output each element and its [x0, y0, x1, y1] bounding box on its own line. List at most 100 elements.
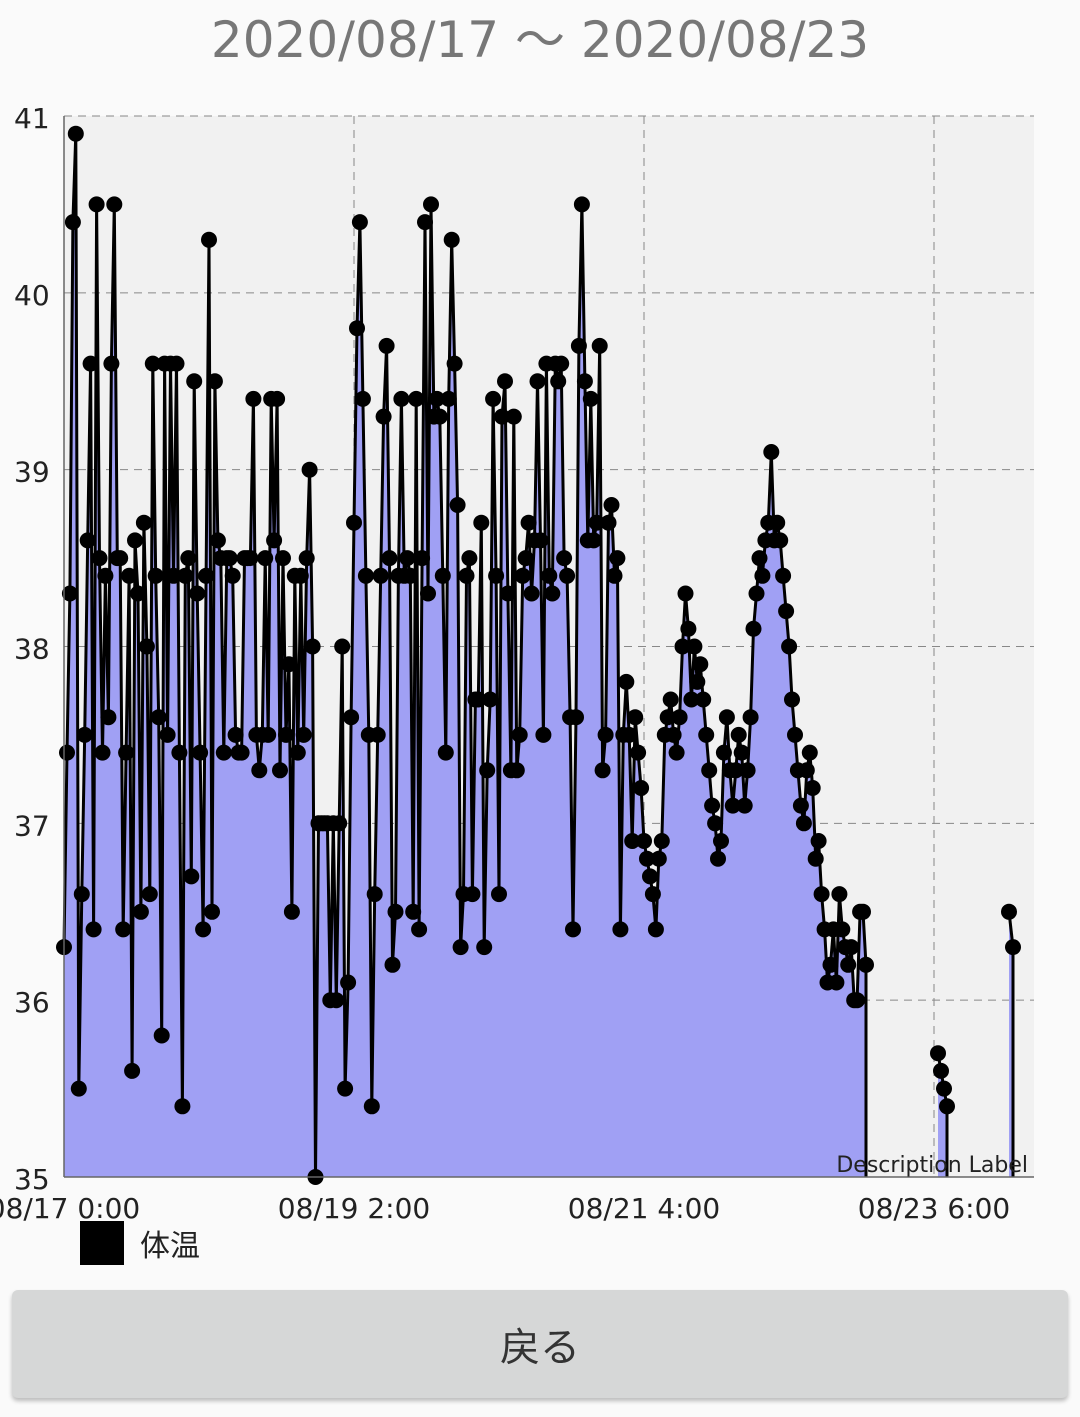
- data-point: [189, 585, 206, 602]
- data-point: [733, 744, 750, 761]
- data-point: [834, 921, 851, 938]
- data-point: [781, 638, 798, 655]
- data-point: [461, 550, 478, 567]
- y-tick-label: 35: [14, 1163, 50, 1196]
- data-point: [639, 850, 655, 867]
- data-point: [499, 585, 516, 602]
- data-point: [245, 390, 262, 407]
- data-point: [177, 567, 194, 584]
- data-point: [659, 709, 676, 726]
- data-point: [106, 196, 123, 213]
- data-point: [183, 868, 200, 885]
- data-point: [399, 550, 416, 567]
- data-point: [124, 1062, 141, 1079]
- data-point: [801, 744, 818, 761]
- data-point: [130, 585, 146, 602]
- data-point: [171, 744, 188, 761]
- data-point: [804, 780, 821, 796]
- data-point: [428, 390, 445, 407]
- data-point: [933, 1062, 949, 1079]
- x-tick-label: 08/17 0:00: [0, 1192, 140, 1225]
- data-point: [778, 603, 795, 620]
- data-point: [686, 638, 703, 655]
- data-point: [221, 550, 238, 567]
- data-point: [434, 567, 451, 584]
- data-point: [88, 196, 105, 213]
- data-point: [724, 797, 741, 814]
- data-point: [843, 939, 860, 956]
- data-point: [597, 726, 614, 743]
- data-point: [278, 726, 294, 743]
- data-point: [692, 656, 709, 673]
- data-point: [82, 355, 99, 372]
- data-point: [227, 726, 244, 743]
- data-point: [858, 956, 874, 973]
- back-button[interactable]: 戻る: [12, 1290, 1068, 1398]
- data-point: [100, 709, 117, 726]
- data-point: [718, 709, 735, 726]
- data-point: [588, 514, 605, 531]
- data-point: [798, 762, 815, 779]
- data-point: [328, 992, 345, 1009]
- data-point: [665, 726, 682, 743]
- data-point: [402, 567, 419, 584]
- data-point: [508, 762, 525, 779]
- data-point: [384, 956, 401, 973]
- data-point: [523, 585, 540, 602]
- data-point: [600, 514, 617, 531]
- data-point: [769, 514, 786, 531]
- series-line-segment: [936, 1052, 949, 1107]
- data-point: [118, 744, 135, 761]
- data-point: [446, 355, 463, 372]
- data-point: [772, 532, 789, 549]
- data-point: [224, 567, 241, 584]
- data-point: [671, 709, 688, 726]
- data-point: [165, 567, 182, 584]
- data-point: [520, 514, 537, 531]
- x-tick-label: 08/19 2:00: [278, 1192, 430, 1225]
- data-point: [1001, 903, 1017, 920]
- data-point: [930, 1045, 946, 1062]
- data-point: [387, 903, 404, 920]
- data-point: [479, 762, 496, 779]
- data-point: [275, 550, 291, 567]
- data-point: [135, 514, 152, 531]
- data-point: [736, 797, 753, 814]
- data-point: [144, 355, 161, 372]
- data-point: [683, 691, 700, 708]
- data-point: [346, 514, 362, 531]
- area-segment: [64, 133, 866, 1178]
- data-point: [494, 408, 510, 425]
- data-point: [585, 532, 602, 549]
- data-point: [594, 762, 611, 779]
- y-tick-label: 37: [14, 809, 50, 842]
- data-point: [573, 196, 590, 213]
- data-point: [556, 550, 573, 567]
- data-point: [535, 726, 552, 743]
- data-point: [266, 532, 283, 549]
- data-point: [677, 585, 694, 602]
- data-point: [505, 408, 522, 425]
- data-point: [630, 744, 647, 761]
- data-point: [260, 726, 277, 743]
- data-point: [269, 390, 286, 407]
- data-point: [727, 762, 744, 779]
- data-point: [840, 956, 857, 973]
- data-point: [59, 744, 75, 761]
- data-point: [473, 514, 490, 531]
- data-point: [420, 585, 436, 602]
- data-point: [715, 744, 732, 761]
- y-tick-label: 36: [14, 986, 50, 1019]
- data-point: [417, 214, 433, 231]
- data-point: [209, 532, 226, 549]
- data-point: [201, 231, 217, 248]
- data-point: [553, 355, 570, 372]
- data-point: [206, 373, 223, 390]
- data-point: [807, 850, 824, 867]
- axis-labels: 35 36 37 38 39 40 41 08/17 0:00 08/19 2:00 08/21 …: [0, 102, 1034, 1225]
- data-point: [97, 567, 114, 584]
- data-point: [292, 567, 309, 584]
- data-point: [186, 373, 203, 390]
- data-point: [488, 567, 505, 584]
